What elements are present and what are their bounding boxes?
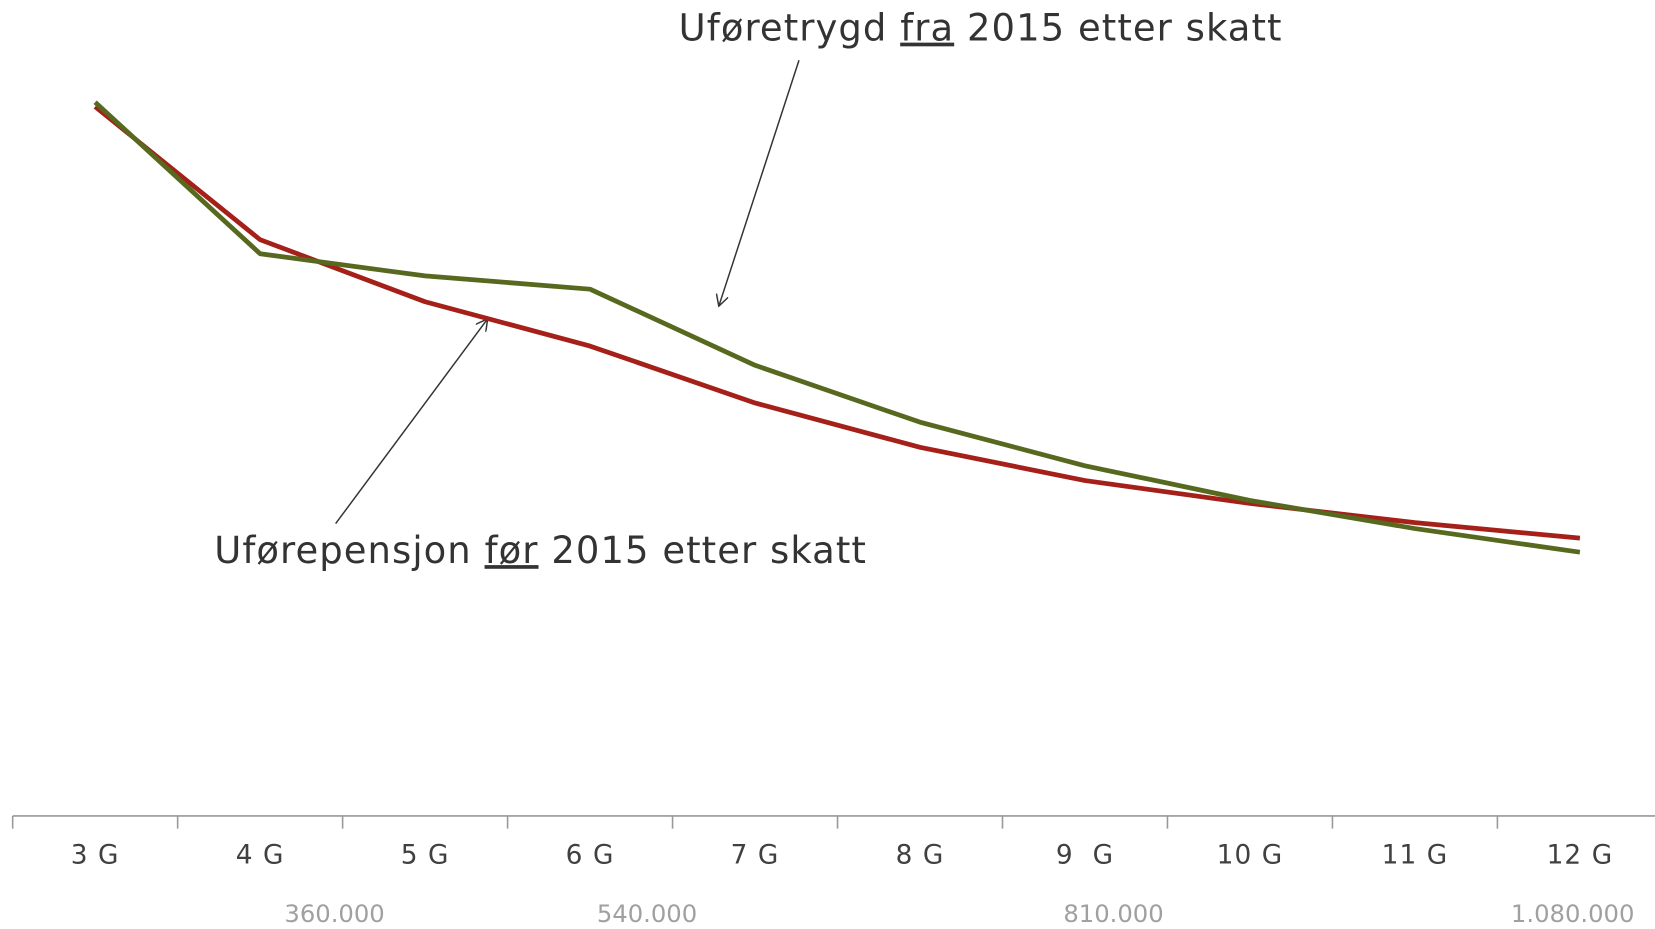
x-tick-label: 7 G	[731, 841, 780, 871]
x-tick-label: 9 G	[1056, 841, 1114, 871]
x-tick-label: 5 G	[401, 841, 450, 871]
secondary-x-label: 540.000	[597, 899, 697, 928]
x-tick-label: 6 G	[566, 841, 615, 871]
annotation-text: 2015 etter skatt	[967, 6, 1283, 49]
x-tick-label: 3 G	[71, 841, 120, 871]
annotation: Uførepensjon før 2015 etter skatt	[214, 529, 867, 572]
annotation-text: 2015 etter skatt	[551, 529, 867, 572]
annotation: Uføretrygd fra 2015 etter skatt	[679, 6, 1283, 49]
secondary-x-label: 810.000	[1063, 899, 1163, 928]
annotation-text: fra	[900, 6, 954, 49]
annotation-arrow	[719, 60, 800, 306]
x-tick-label: 10 G	[1217, 841, 1284, 871]
secondary-x-label: 1.080.000	[1511, 899, 1634, 928]
x-tick-label: 4 G	[236, 841, 285, 871]
x-tick-label: 12 G	[1547, 841, 1614, 871]
x-tick-label: 8 G	[896, 841, 945, 871]
series-line	[93, 100, 1581, 555]
annotation-text: før	[485, 529, 539, 572]
annotation-text: Uførepensjon	[214, 529, 472, 572]
annotation-arrow	[335, 319, 488, 525]
x-tick-label: 11 G	[1382, 841, 1449, 871]
annotation-text: Uføretrygd	[679, 6, 888, 49]
series-line	[93, 104, 1581, 541]
secondary-x-label: 360.000	[284, 899, 384, 928]
